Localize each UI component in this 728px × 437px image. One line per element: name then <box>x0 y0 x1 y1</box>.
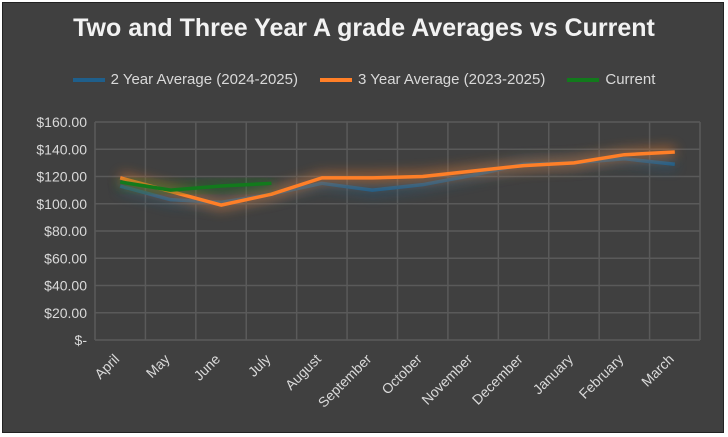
series-line-1 <box>119 150 675 207</box>
legend-item: Current <box>567 71 655 88</box>
x-tick-label: January <box>530 351 577 398</box>
x-tick-label: August <box>282 351 324 393</box>
x-tick-label: April <box>91 351 122 382</box>
chart-title: Two and Three Year A grade Averages vs C… <box>73 14 655 42</box>
y-tick-label: $60.00 <box>44 250 87 266</box>
x-tick-label: October <box>378 351 425 398</box>
legend-label: 3 Year Average (2023-2025) <box>357 71 546 88</box>
x-tick-label: December <box>469 351 526 408</box>
x-tick-label: May <box>143 351 173 381</box>
legend-label: 2 Year Average (2024-2025) <box>110 71 298 88</box>
legend-label: Current <box>605 71 656 88</box>
y-tick-label: $140.00 <box>36 141 87 157</box>
y-tick-label: $40.00 <box>44 278 87 294</box>
y-tick-label: $160.00 <box>36 114 87 130</box>
y-tick-label: $120.00 <box>36 169 87 185</box>
x-tick-label: March <box>638 351 677 390</box>
legend-swatch <box>567 77 600 82</box>
y-tick-label: $- <box>75 332 88 348</box>
x-tick-label: February <box>576 351 627 402</box>
legend-item: 2 Year Average (2024-2025) <box>72 71 298 88</box>
y-tick-label: $100.00 <box>36 196 87 212</box>
legend-swatch <box>319 77 352 82</box>
legend-swatch <box>72 77 105 82</box>
y-tick-label: $80.00 <box>44 223 87 239</box>
x-tick-label: September <box>315 351 375 411</box>
series-line-2 <box>119 180 272 192</box>
legend-item: 3 Year Average (2023-2025) <box>319 71 546 88</box>
chart-area <box>2 2 724 433</box>
x-tick-label: July <box>245 351 274 380</box>
y-tick-label: $20.00 <box>44 305 87 321</box>
x-tick-label: June <box>190 351 223 384</box>
x-tick-label: November <box>418 351 475 408</box>
legend: 2 Year Average (2024-2025) 3 Year Average… <box>0 71 728 88</box>
